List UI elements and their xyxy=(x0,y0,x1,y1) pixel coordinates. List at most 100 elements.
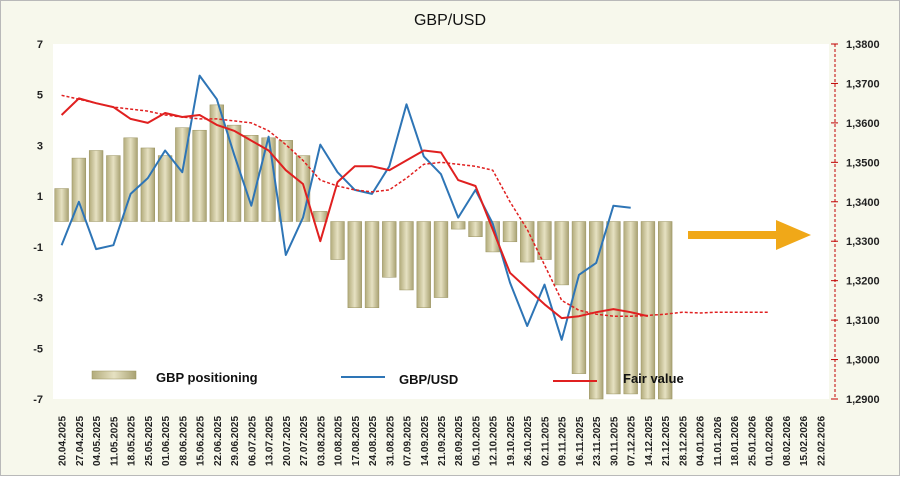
left-tick-label: -3 xyxy=(33,293,43,305)
x-tick-label: 14.09.2025 xyxy=(420,416,431,466)
right-tick-label: 1,3000 xyxy=(846,355,880,367)
positioning-bar xyxy=(347,221,362,308)
x-tick-label: 20.04.2025 xyxy=(58,416,69,466)
x-tick-label: 02.11.2025 xyxy=(540,416,551,466)
positioning-bar xyxy=(209,104,224,222)
positioning-bar xyxy=(399,221,414,291)
fair-value-dotted-line xyxy=(61,94,769,317)
positioning-bar xyxy=(364,221,380,308)
legend-positioning-label: GBP positioning xyxy=(156,370,258,385)
positioning-bar xyxy=(71,157,87,222)
positioning-bar xyxy=(244,135,259,222)
x-tick-label: 01.06.2025 xyxy=(161,416,172,466)
x-tick-label: 25.05.2025 xyxy=(144,416,155,466)
right-tick-label: 1,3700 xyxy=(846,78,880,90)
positioning-bar xyxy=(295,155,311,222)
x-tick-label: 07.12.2025 xyxy=(627,416,638,466)
left-tick-label: 1 xyxy=(37,191,43,203)
positioning-bar xyxy=(640,221,656,400)
positioning-bar xyxy=(468,221,483,237)
x-tick-label: 12.10.2025 xyxy=(489,416,500,466)
x-tick-label: 11.01.2026 xyxy=(713,416,724,466)
x-tick-label: 15.06.2025 xyxy=(196,416,207,466)
legend-positioning-swatch xyxy=(91,370,137,380)
x-tick-label: 03.08.2025 xyxy=(316,416,327,466)
left-tick-label: 7 xyxy=(37,39,43,51)
x-tick-label: 19.10.2025 xyxy=(506,416,517,466)
x-axis-labels: 20.04.2025 27.04.2025 04.05.2025 11.05.2025… xyxy=(58,416,828,466)
gbpusd-line xyxy=(60,74,631,341)
series-lines xyxy=(60,74,769,341)
x-tick-label: 26.10.2025 xyxy=(523,416,534,466)
x-tick-label: 29.06.2025 xyxy=(230,416,241,466)
right-tick-label: 1,3200 xyxy=(846,276,880,288)
x-tick-label: 14.12.2025 xyxy=(644,416,655,466)
x-tick-label: 17.08.2025 xyxy=(351,416,362,466)
x-tick-label: 13.07.2025 xyxy=(265,416,276,466)
x-tick-label: 27.07.2025 xyxy=(299,416,310,466)
x-tick-label: 16.11.2025 xyxy=(575,416,586,466)
positioning-bar xyxy=(658,221,673,400)
right-tick-label: 1,3300 xyxy=(846,236,880,248)
right-arrow-icon xyxy=(688,220,811,250)
x-tick-label: 01.02.2026 xyxy=(765,416,776,466)
positioning-bar xyxy=(451,221,466,230)
x-tick-label: 23.11.2025 xyxy=(592,416,603,466)
right-tick-label: 1,3100 xyxy=(846,315,880,327)
positioning-bar xyxy=(54,188,69,222)
positioning-bar xyxy=(330,221,345,260)
positioning-bar xyxy=(554,221,569,286)
x-tick-label: 22.06.2025 xyxy=(213,416,224,466)
x-tick-label: 04.05.2025 xyxy=(92,416,103,466)
x-tick-label: 27.04.2025 xyxy=(75,416,86,466)
positioning-bar xyxy=(502,221,518,243)
left-tick-label: -7 xyxy=(33,394,43,406)
positioning-bar xyxy=(140,147,155,222)
positioning-bar xyxy=(537,221,552,260)
left-tick-label: 5 xyxy=(37,90,43,102)
right-tick-label: 1,2900 xyxy=(846,394,880,406)
legend-gbpusd-label: GBP/USD xyxy=(399,372,458,387)
positioning-bar xyxy=(123,137,138,222)
left-axis: 7 5 3 1 -1 -3 -5 -7 xyxy=(33,39,43,406)
positioning-bar xyxy=(382,221,397,278)
x-tick-label: 31.08.2025 xyxy=(385,416,396,466)
positioning-bar xyxy=(623,221,638,395)
x-tick-label: 21.12.2025 xyxy=(661,416,672,466)
x-tick-label: 18.05.2025 xyxy=(127,416,138,466)
x-tick-label: 07.09.2025 xyxy=(403,416,414,466)
legend: GBP positioning GBP/USD Fair value xyxy=(91,370,684,387)
x-tick-label: 20.07.2025 xyxy=(282,416,293,466)
positioning-bar xyxy=(106,155,121,222)
x-tick-label: 15.02.2026 xyxy=(799,416,810,466)
right-axis: 1,3800 1,3700 1,3600 1,3500 1,3400 1,3300 1,32… xyxy=(831,39,880,406)
right-tick-label: 1,3400 xyxy=(846,197,880,209)
right-tick-label: 1,3600 xyxy=(846,118,880,130)
left-tick-label: -5 xyxy=(33,343,43,355)
x-tick-label: 04.01.2026 xyxy=(696,416,707,466)
x-tick-label: 18.01.2026 xyxy=(730,416,741,466)
x-tick-label: 22.02.2026 xyxy=(816,416,827,466)
positioning-bar xyxy=(520,221,535,263)
positioning-bar xyxy=(433,221,449,298)
right-tick-label: 1,3500 xyxy=(846,157,880,169)
positioning-bar xyxy=(88,150,104,222)
chart-title: GBP/USD xyxy=(414,12,486,29)
legend-fairvalue-label: Fair value xyxy=(623,371,684,386)
x-tick-label: 30.11.2025 xyxy=(609,416,620,466)
positioning-bar xyxy=(192,129,207,222)
x-tick-label: 24.08.2025 xyxy=(368,416,379,466)
x-tick-label: 28.09.2025 xyxy=(454,416,465,466)
right-tick-label: 1,3800 xyxy=(846,39,880,51)
positioning-bar xyxy=(571,221,587,374)
x-tick-label: 10.08.2025 xyxy=(334,416,345,466)
x-tick-label: 09.11.2025 xyxy=(558,416,569,466)
left-tick-label: -1 xyxy=(33,242,43,254)
x-tick-label: 08.02.2026 xyxy=(782,416,793,466)
x-tick-label: 21.09.2025 xyxy=(437,416,448,466)
fair-value-line xyxy=(60,97,649,320)
positioning-bar xyxy=(278,140,293,222)
positioning-bar xyxy=(313,211,328,222)
